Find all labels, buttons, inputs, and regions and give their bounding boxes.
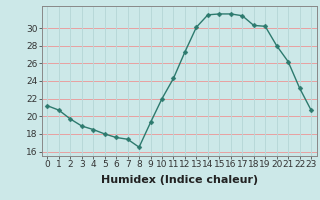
X-axis label: Humidex (Indice chaleur): Humidex (Indice chaleur) <box>100 175 258 185</box>
